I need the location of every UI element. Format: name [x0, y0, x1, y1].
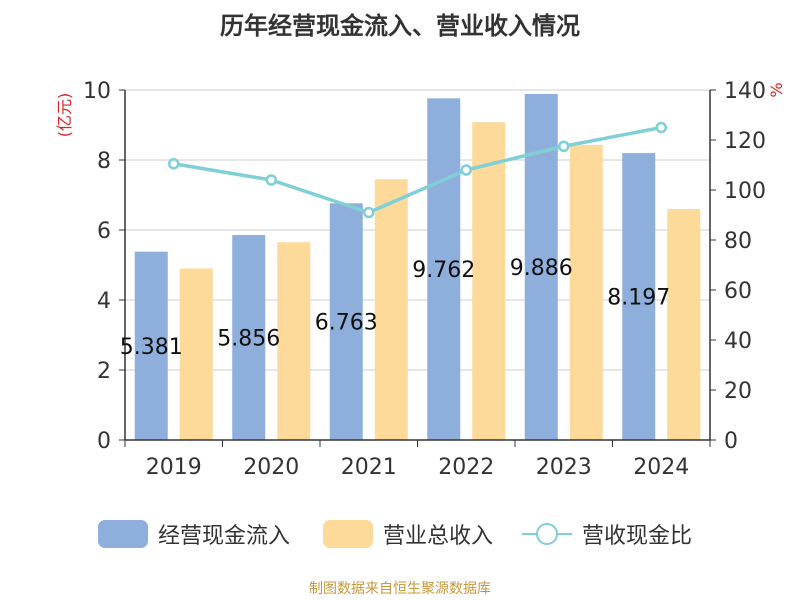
legend-label-ratio: 营收现金比 — [582, 524, 693, 549]
bar-cash-inflow — [232, 235, 266, 440]
bar-revenue — [667, 209, 701, 440]
x-axis-tick-label: 2020 — [243, 455, 299, 480]
left-axis-unit-label: (亿元) — [55, 93, 74, 138]
legend: 经营现金流入 营业总收入 营收现金比 — [0, 514, 800, 554]
x-axis-tick-label: 2024 — [633, 455, 689, 480]
legend-item-cash-inflow[interactable]: 经营现金流入 — [98, 514, 290, 554]
bar-cash-inflow — [427, 98, 461, 440]
data-label-cash-inflow: 9.762 — [412, 258, 475, 283]
bar-revenue — [277, 242, 311, 440]
x-axis-tick-label: 2019 — [146, 455, 202, 480]
right-axis-tick-label: 0 — [724, 429, 738, 454]
data-label-cash-inflow: 5.856 — [217, 327, 280, 352]
ratio-point — [363, 206, 375, 219]
bar-cash-inflow — [134, 251, 168, 440]
right-axis-tick-label: 100 — [724, 179, 766, 204]
legend-item-ratio[interactable]: 营收现金比 — [522, 514, 692, 554]
ratio-polyline — [173, 125, 662, 215]
data-label-cash-inflow: 5.381 — [120, 335, 183, 360]
ratio-point — [168, 158, 180, 170]
ratio-line — [168, 121, 667, 219]
right-axis-tick-label: 140 — [724, 79, 766, 104]
ratio-point — [655, 121, 667, 134]
right-axis-tick-label: 80 — [724, 229, 752, 254]
left-axis-tick-label: 0 — [97, 429, 111, 454]
ratio-point — [460, 164, 472, 176]
left-axis-tick-label: 8 — [97, 149, 111, 174]
bar-cash-inflow — [329, 203, 363, 440]
legend-line-marker-icon — [522, 520, 572, 548]
left-axis-tick-label: 6 — [97, 219, 111, 244]
bar-revenue — [179, 268, 213, 440]
right-axis-unit-label: % — [767, 82, 786, 97]
legend-label-revenue: 营业总收入 — [383, 524, 494, 549]
chart-title: 历年经营现金流入、营业收入情况 — [220, 12, 580, 40]
data-label-cash-inflow: 6.763 — [315, 311, 378, 336]
legend-swatch-cash-inflow — [98, 520, 148, 548]
bar-revenue — [374, 179, 408, 440]
left-axis-tick-label: 4 — [97, 289, 111, 314]
bars — [134, 93, 701, 441]
bar-cash-inflow — [622, 153, 656, 441]
source-note: 制图数据来自恒生聚源数据库 — [309, 581, 491, 597]
left-axis-tick-label: 2 — [97, 359, 111, 384]
x-axis-tick-label: 2023 — [536, 455, 592, 480]
x-axis-tick-label: 2021 — [341, 455, 397, 480]
ratio-point — [558, 140, 570, 152]
ratio-point — [265, 174, 277, 186]
data-labels: 5.381 5.856 6.763 9.762 9.886 8.197 — [120, 256, 670, 360]
legend-swatch-revenue — [323, 520, 373, 548]
legend-label-cash-inflow: 经营现金流入 — [158, 524, 291, 549]
left-axis-tick-label: 10 — [83, 79, 111, 104]
right-axis-tick-label: 120 — [724, 129, 766, 154]
data-label-cash-inflow: 9.886 — [510, 256, 573, 281]
bar-revenue — [472, 122, 506, 440]
legend-item-revenue[interactable]: 营业总收入 — [323, 514, 493, 554]
x-axis-tick-label: 2022 — [438, 455, 494, 480]
gridlines — [125, 89, 710, 371]
bar-revenue — [569, 144, 603, 440]
right-axis-tick-label: 20 — [724, 379, 752, 404]
right-axis-tick-label: 40 — [724, 329, 752, 354]
data-label-cash-inflow: 8.197 — [607, 286, 670, 311]
right-axis-tick-label: 60 — [724, 279, 752, 304]
